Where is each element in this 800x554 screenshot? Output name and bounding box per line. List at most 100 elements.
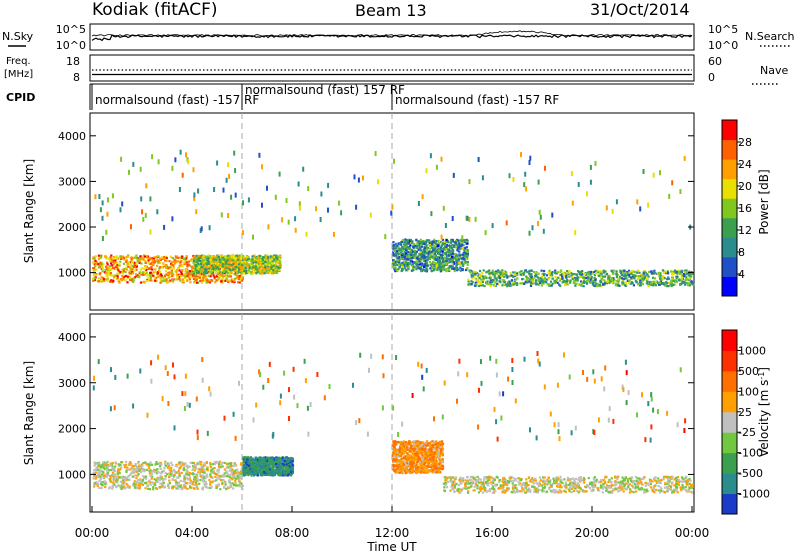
data-cell bbox=[107, 197, 109, 203]
data-cell bbox=[451, 255, 454, 259]
data-cell bbox=[126, 484, 129, 487]
data-cell bbox=[156, 480, 159, 484]
data-cell bbox=[138, 276, 141, 279]
data-cell bbox=[420, 243, 423, 246]
data-cell bbox=[175, 268, 178, 272]
data-cell bbox=[685, 269, 688, 272]
data-cell bbox=[463, 249, 466, 252]
data-cell bbox=[99, 207, 102, 213]
data-cell bbox=[544, 272, 547, 276]
data-cell bbox=[236, 259, 240, 262]
data-cell bbox=[463, 250, 466, 254]
data-cell bbox=[627, 271, 630, 274]
data-cell bbox=[443, 268, 446, 271]
data-cell bbox=[210, 470, 213, 473]
data-cell bbox=[450, 253, 453, 256]
data-cell bbox=[211, 470, 214, 473]
data-cell bbox=[213, 479, 216, 483]
data-cell bbox=[204, 480, 207, 483]
data-cell bbox=[223, 468, 226, 471]
data-cell bbox=[428, 241, 432, 244]
data-cell bbox=[162, 262, 165, 265]
data-cell bbox=[241, 488, 244, 491]
data-cell bbox=[178, 475, 181, 478]
freq-label: Freq. bbox=[6, 56, 31, 67]
data-cell bbox=[192, 473, 195, 476]
data-cell bbox=[238, 485, 241, 488]
data-cell bbox=[464, 262, 467, 265]
data-cell bbox=[142, 273, 145, 276]
data-cell bbox=[241, 462, 244, 465]
data-cell bbox=[688, 270, 691, 273]
data-cell bbox=[659, 277, 662, 280]
data-cell bbox=[447, 268, 450, 271]
data-cell bbox=[519, 273, 522, 276]
data-cell bbox=[148, 464, 151, 467]
data-cell bbox=[125, 482, 128, 485]
data-cell bbox=[665, 282, 669, 285]
data-cell bbox=[551, 212, 554, 218]
data-cell bbox=[426, 251, 429, 254]
data-cell bbox=[574, 284, 577, 287]
data-cell bbox=[274, 194, 277, 200]
data-cell bbox=[117, 272, 120, 275]
data-cell bbox=[490, 283, 493, 286]
data-cell bbox=[138, 257, 141, 261]
data-cell bbox=[202, 276, 205, 279]
data-cell bbox=[133, 480, 136, 483]
data-cell bbox=[139, 478, 142, 481]
data-cell bbox=[185, 273, 188, 276]
data-cell bbox=[571, 200, 574, 206]
data-cell bbox=[320, 191, 323, 197]
data-cell bbox=[626, 273, 629, 276]
data-cell bbox=[205, 473, 208, 476]
colorbar-swatch bbox=[722, 120, 737, 141]
data-cell bbox=[413, 250, 416, 253]
data-cell bbox=[244, 260, 247, 263]
data-cell bbox=[183, 476, 186, 479]
data-cell bbox=[276, 258, 279, 261]
data-cell bbox=[224, 256, 227, 259]
data-cell bbox=[128, 277, 131, 280]
data-cell bbox=[215, 486, 218, 489]
data-cell bbox=[102, 466, 105, 470]
data-cell bbox=[216, 461, 219, 464]
data-cell bbox=[180, 465, 183, 468]
data-cell bbox=[424, 251, 427, 254]
data-cell bbox=[93, 461, 96, 464]
data-cell bbox=[190, 269, 193, 272]
data-cell bbox=[611, 208, 614, 214]
data-cell bbox=[454, 246, 457, 249]
data-cell bbox=[640, 282, 643, 285]
data-cell bbox=[238, 264, 241, 267]
data-cell bbox=[230, 470, 233, 473]
data-cell bbox=[575, 282, 578, 285]
data-cell bbox=[211, 480, 214, 483]
data-cell bbox=[459, 263, 462, 266]
data-cell bbox=[231, 260, 234, 263]
data-cell bbox=[97, 475, 100, 478]
data-cell bbox=[206, 255, 209, 258]
data-cell bbox=[248, 259, 251, 262]
data-cell bbox=[125, 266, 128, 269]
data-cell bbox=[138, 482, 141, 485]
data-cell bbox=[185, 473, 188, 476]
data-cell bbox=[142, 216, 145, 222]
data-cell bbox=[474, 271, 477, 274]
data-cell bbox=[392, 262, 395, 265]
data-cell bbox=[570, 272, 573, 275]
data-cell bbox=[132, 484, 135, 487]
data-cell bbox=[460, 268, 464, 271]
data-cell bbox=[135, 254, 138, 257]
data-cell bbox=[623, 277, 626, 281]
data-cell bbox=[195, 254, 198, 258]
data-cell bbox=[443, 265, 446, 268]
data-cell bbox=[197, 461, 200, 464]
data-cell bbox=[118, 476, 121, 479]
data-cell bbox=[176, 256, 179, 259]
data-cell bbox=[462, 241, 465, 244]
data-cell bbox=[233, 273, 236, 276]
data-cell bbox=[238, 268, 241, 272]
data-cell bbox=[258, 257, 261, 260]
data-cell bbox=[138, 485, 141, 488]
